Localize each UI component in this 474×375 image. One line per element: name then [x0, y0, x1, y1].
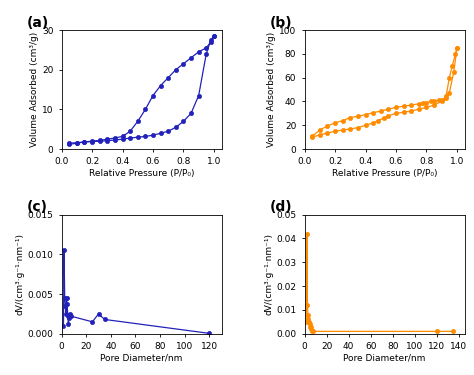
Y-axis label: Volume Adsorbed (cm³/g): Volume Adsorbed (cm³/g): [30, 32, 39, 147]
Text: (c): (c): [27, 200, 47, 214]
X-axis label: Relative Pressure (P/P₀): Relative Pressure (P/P₀): [332, 169, 438, 178]
Y-axis label: dV/(cm³·g⁻¹·nm⁻¹): dV/(cm³·g⁻¹·nm⁻¹): [16, 233, 25, 315]
Text: (a): (a): [27, 16, 49, 30]
X-axis label: Pore Diameter/nm: Pore Diameter/nm: [343, 354, 426, 363]
X-axis label: Relative Pressure (P/P₀): Relative Pressure (P/P₀): [89, 169, 194, 178]
X-axis label: Pore Diameter/nm: Pore Diameter/nm: [100, 354, 183, 363]
Y-axis label: Volume Adsorbed (cm³/g): Volume Adsorbed (cm³/g): [267, 32, 276, 147]
Text: (d): (d): [269, 200, 292, 214]
Y-axis label: dV/(cm³·g⁻¹·nm⁻¹): dV/(cm³·g⁻¹·nm⁻¹): [264, 233, 273, 315]
Text: (b): (b): [269, 16, 292, 30]
